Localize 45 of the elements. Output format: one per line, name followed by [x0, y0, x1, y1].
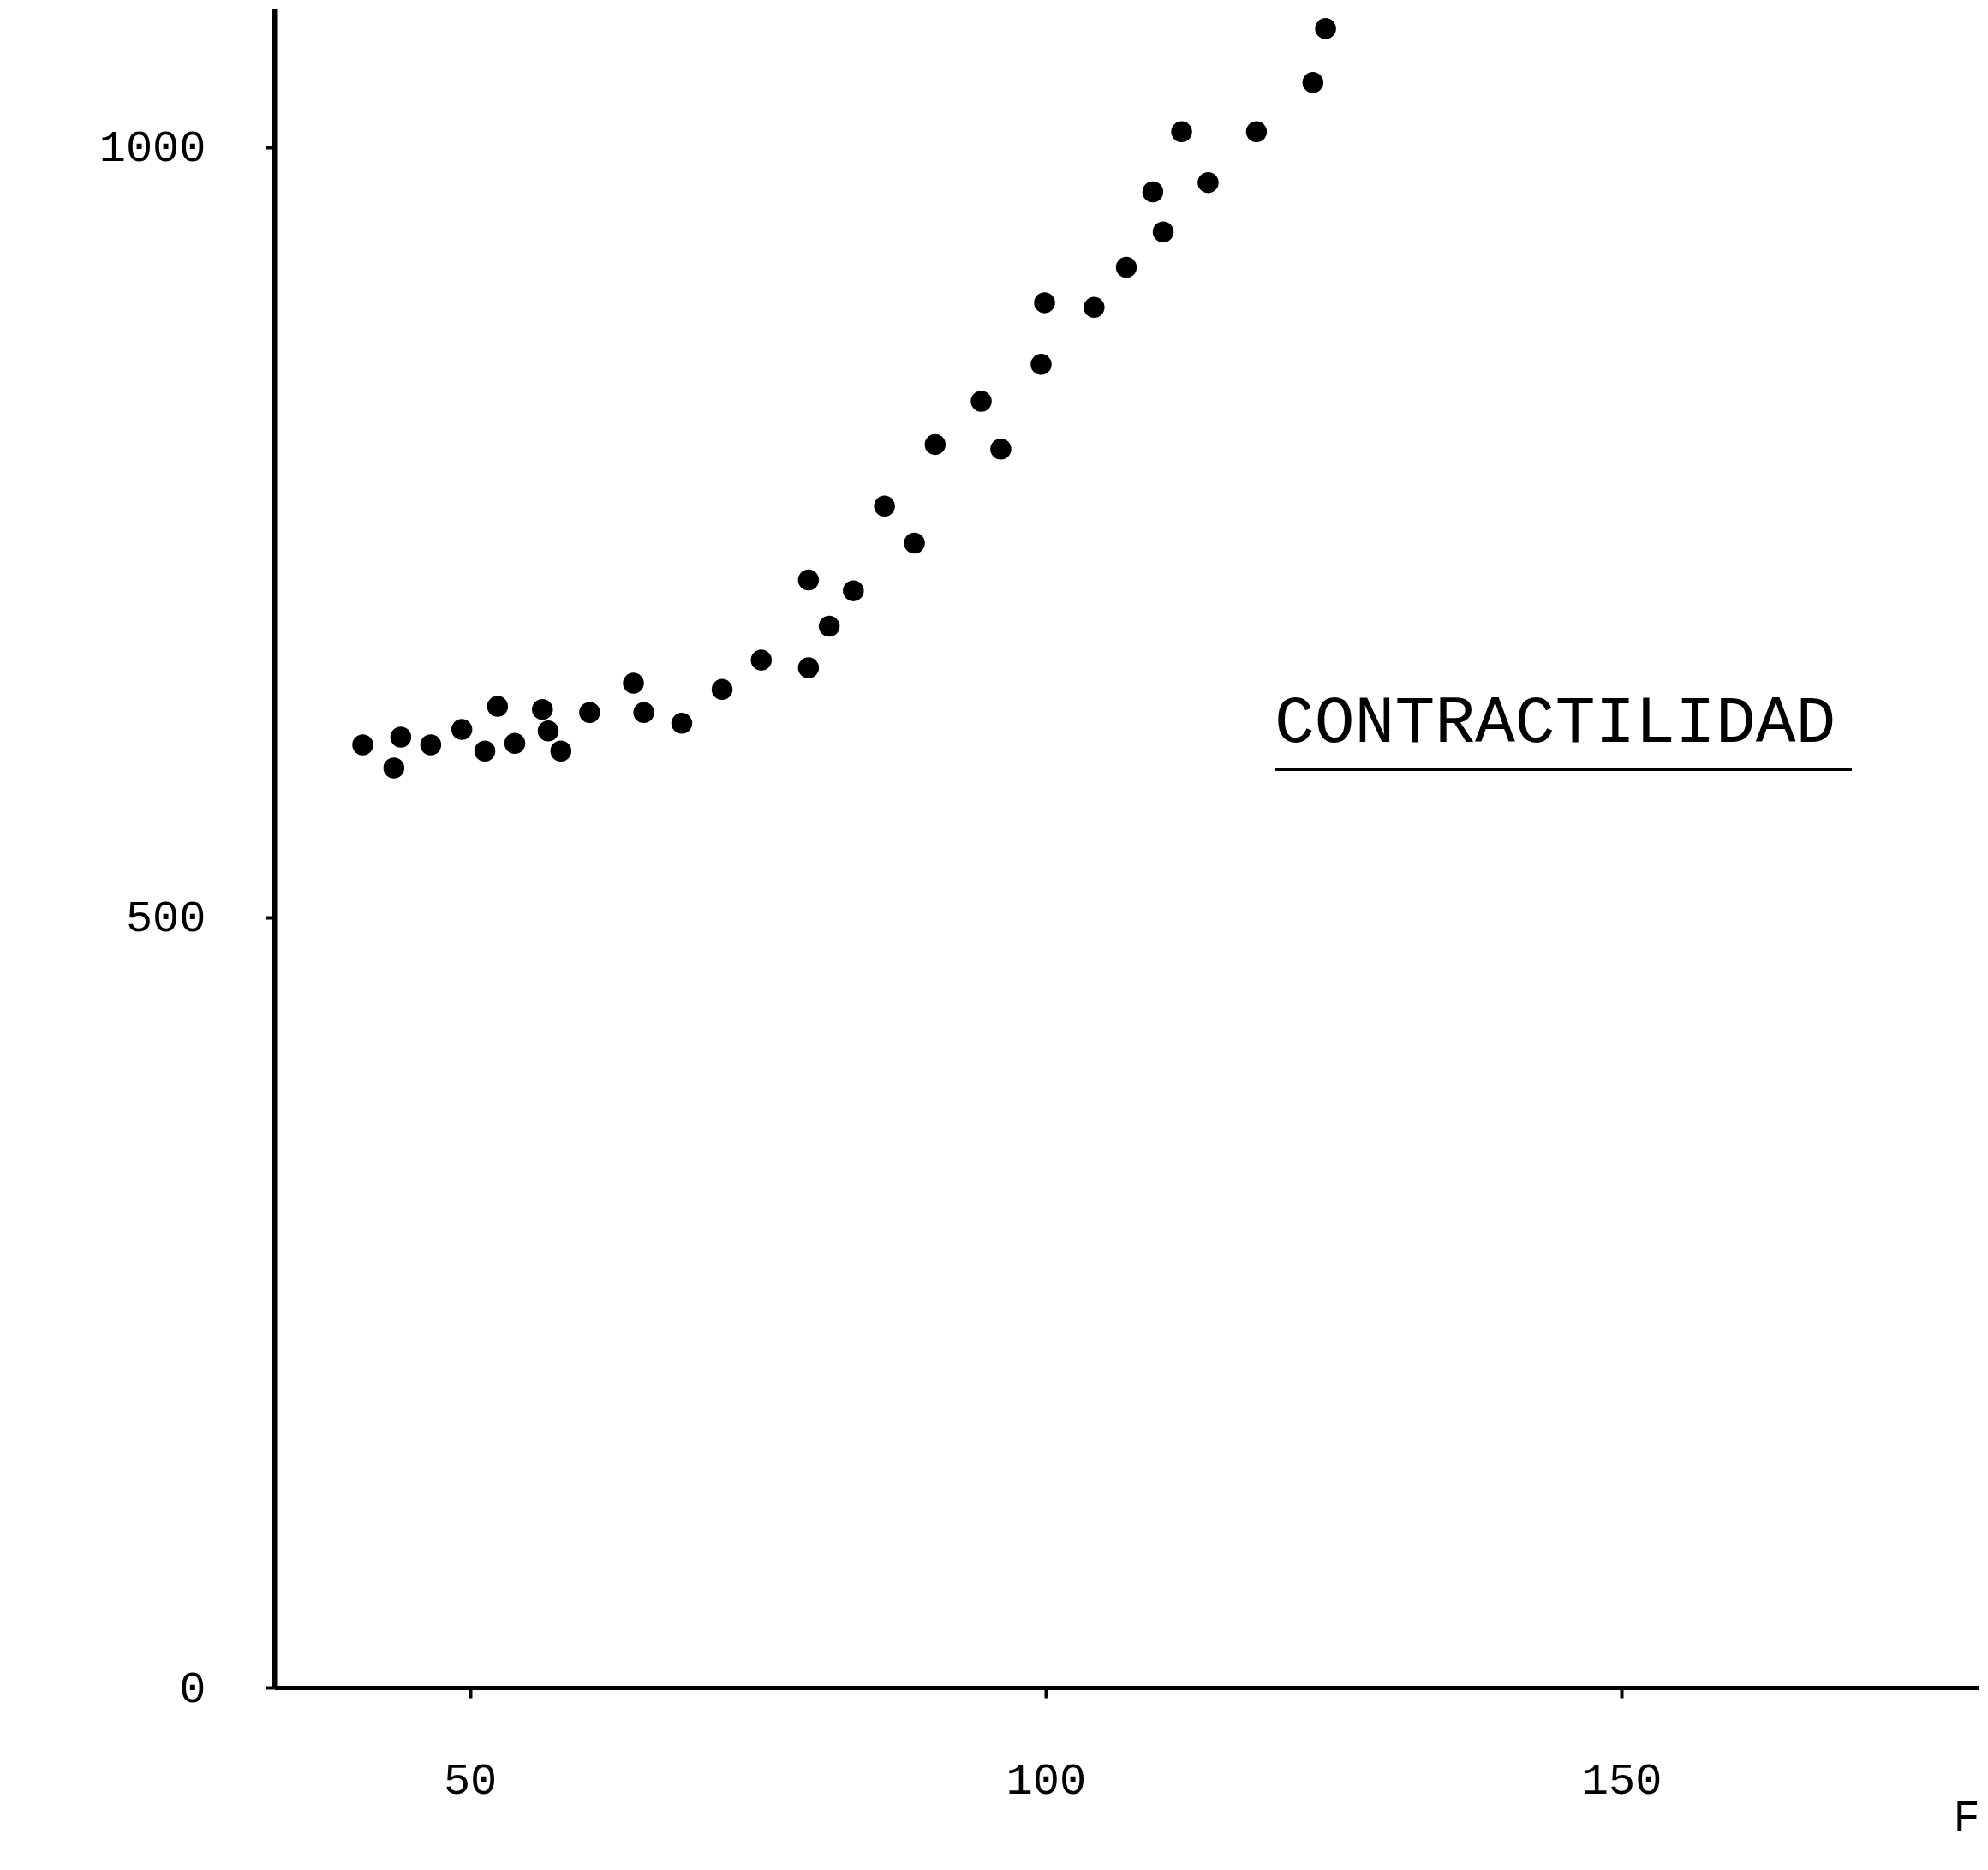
point: [924, 433, 946, 456]
point: [671, 713, 693, 734]
x-tick-label: 50: [443, 1756, 498, 1807]
point: [1315, 18, 1336, 39]
point: [504, 732, 526, 754]
point: [874, 495, 895, 517]
point: [420, 734, 442, 756]
point: [537, 720, 559, 742]
annotation: CONTRACTILIDAD: [1275, 686, 1836, 762]
point: [352, 734, 373, 756]
point: [1034, 292, 1055, 314]
point: [623, 672, 644, 694]
point: [633, 702, 654, 723]
point: [1084, 296, 1105, 319]
y-tick-label: 1000: [99, 124, 206, 176]
point: [970, 391, 992, 412]
point: [487, 696, 509, 717]
point: [474, 740, 496, 762]
point: [711, 678, 733, 701]
y-tick-label: 0: [179, 1664, 206, 1716]
point: [990, 439, 1012, 460]
point: [550, 740, 572, 762]
point: [579, 702, 600, 723]
point: [750, 649, 773, 671]
point: [383, 757, 405, 779]
point: [1302, 72, 1324, 93]
point: [390, 726, 412, 748]
point: [1152, 221, 1174, 242]
point: [797, 569, 820, 591]
point: [843, 580, 864, 601]
point: [1245, 121, 1268, 143]
x-tick-label: 100: [1006, 1756, 1087, 1807]
point: [1142, 181, 1164, 203]
point: [1115, 256, 1137, 278]
point: [451, 719, 473, 740]
point: [532, 698, 553, 720]
y-tick-label: 500: [125, 894, 206, 946]
x-tick-label: 150: [1581, 1756, 1663, 1807]
point: [797, 657, 820, 678]
point: [818, 615, 840, 637]
x-axis-title: F: [1953, 1793, 1980, 1844]
point: [1171, 121, 1192, 143]
point: [904, 532, 925, 554]
point: [1197, 171, 1219, 194]
point: [1030, 354, 1052, 375]
